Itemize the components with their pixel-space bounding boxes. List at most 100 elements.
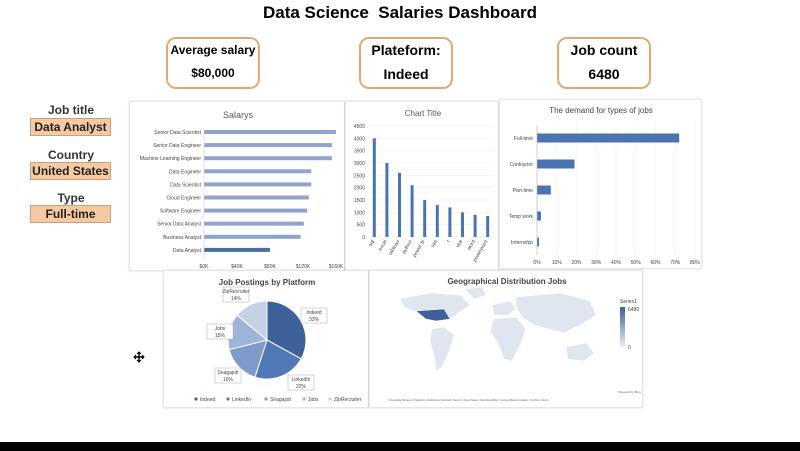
chart-title: Geographical Distribution Jobs (447, 277, 567, 286)
category-label: Full-time (514, 136, 533, 142)
data-label-box (214, 367, 242, 384)
legend-label: LinkedIn (232, 397, 251, 403)
x-tick-label: sql (368, 239, 376, 248)
data-label: Snagajob (217, 370, 238, 376)
y-tick-label: 2000 (354, 186, 365, 192)
x-tick-label: $40K (231, 264, 243, 270)
x-tick-label: 0% (533, 260, 541, 266)
slicer-label-job-title: Job title (47, 103, 94, 117)
category-label: Machine Learning Engineer (140, 156, 201, 162)
slicer-type[interactable]: Full-time (30, 205, 111, 223)
bar (398, 172, 401, 237)
asia-shape (515, 292, 597, 334)
skills-chart-panel[interactable]: Chart Title 0 500 1000 1500 2000 2500 3000 3500 4… (345, 101, 499, 271)
job-type-chart-panel[interactable]: The demand for types of jobs 0% 10% 20% 30% 4… (499, 99, 702, 269)
powered-by: Powered by Bing (618, 390, 641, 394)
bar (473, 214, 477, 237)
category-label: Temp work (509, 214, 534, 220)
data-label-box (300, 307, 328, 324)
dashboard-title: Data Science Salaries Dashboard (262, 3, 538, 22)
platform-pie-panel[interactable]: Job Postings by Platform Indeed 33% LinkedI… (163, 270, 369, 408)
data-label-pct: 16% (223, 377, 234, 383)
chart-title: The demand for types of jobs (549, 106, 653, 115)
bar (204, 221, 304, 226)
pie-slice (266, 300, 307, 360)
bar (461, 212, 464, 237)
y-tick-label: 3500 (354, 149, 365, 155)
slicer-country[interactable]: United States (30, 162, 111, 180)
legend-color-scale (620, 307, 625, 347)
x-tick-label: $0K (200, 264, 210, 270)
x-tick-label: $160K (329, 264, 344, 270)
bar (204, 143, 332, 148)
y-tick-label: 1500 (354, 198, 365, 204)
bar (204, 247, 270, 252)
legend-marker (226, 397, 230, 401)
platform-pie-chart: Job Postings by PlatformIndeed33%LinkedI… (194, 278, 362, 403)
kpi-value: 6480 (588, 66, 620, 82)
y-tick-label: 2500 (354, 173, 365, 179)
category-label: Senior Data Scientist (154, 130, 201, 136)
africa-shape (489, 316, 527, 362)
y-tick-label: 4000 (354, 136, 365, 142)
bar (537, 159, 575, 169)
chart-title: Chart Title (405, 109, 442, 118)
x-tick-label: 20% (571, 260, 582, 266)
greenland-shape (464, 286, 487, 300)
taskbar-strip (0, 442, 800, 451)
category-label: Data Analyst (173, 248, 202, 254)
bar (204, 182, 312, 187)
kpi-job-count: Job count 6480 (557, 37, 651, 89)
geo-map-chart: Geographical Distribution Jobs Series1 648… (388, 277, 641, 402)
pie-slice (236, 300, 268, 342)
category-label: Senior Data Analyst (157, 222, 202, 228)
y-tick-label: 1000 (354, 210, 365, 216)
slicer-job-title[interactable]: Data Analyst (30, 118, 111, 136)
data-label-pct: 33% (309, 317, 320, 323)
legend-min: 0 (628, 345, 631, 351)
category-label: Data Engineer (169, 169, 201, 175)
kpi-average-salary: Average salary $80,000 (166, 37, 260, 89)
data-label: Jobs (215, 326, 226, 332)
salaries-chart-panel[interactable]: Salarys Senior Data Scientist Senior Data … (129, 101, 345, 271)
bar (537, 133, 680, 143)
bar (448, 207, 452, 237)
x-tick-label: 50% (631, 260, 642, 266)
kpi-label: Job count (570, 42, 638, 58)
data-label: ZipRecruiter (222, 289, 250, 295)
skills-chart: Chart Title 0 500 1000 1500 2000 2500 3000 3500 4… (354, 109, 494, 263)
kpi-value: $80,000 (191, 66, 235, 80)
x-tick-label: excel (378, 239, 389, 252)
south-america-shape (429, 326, 455, 372)
data-label-box (287, 374, 315, 391)
chart-title: Salarys (223, 110, 254, 120)
x-tick-label: $80K (264, 264, 276, 270)
y-tick-label: 4500 (354, 124, 365, 130)
legend-label: Jobs (308, 397, 319, 403)
bar (385, 163, 389, 237)
legend-marker (194, 397, 198, 401)
bar (204, 130, 336, 134)
data-label-box (206, 323, 234, 340)
pie-slice (254, 339, 302, 380)
bar (423, 200, 427, 237)
bar (204, 234, 301, 239)
category-label: Cloud Engineer (167, 196, 202, 202)
legend-label: Indeed (200, 397, 216, 403)
y-tick-label: 0 (362, 235, 365, 241)
legend-label: ZipRecruiter (334, 397, 362, 403)
map-attribution: © Australian Bureau of Statistics, GeoNa… (388, 398, 549, 402)
bar (204, 208, 308, 213)
x-tick-label: vba (455, 239, 464, 249)
legend-title: Series1 (620, 299, 637, 305)
x-tick-label: 30% (591, 260, 602, 266)
category-label: Senior Data Engineer (153, 143, 201, 149)
europe-shape (491, 300, 517, 316)
salaries-chart: Salarys Senior Data Scientist Senior Data … (140, 110, 344, 270)
x-tick-label: 80% (690, 260, 701, 266)
bar (204, 169, 312, 174)
geo-map-panel[interactable]: Geographical Distribution Jobs Series1 648… (369, 270, 643, 408)
legend-marker (264, 397, 268, 401)
data-label-pct: 22% (296, 384, 307, 390)
x-tick-label: word (466, 239, 477, 252)
